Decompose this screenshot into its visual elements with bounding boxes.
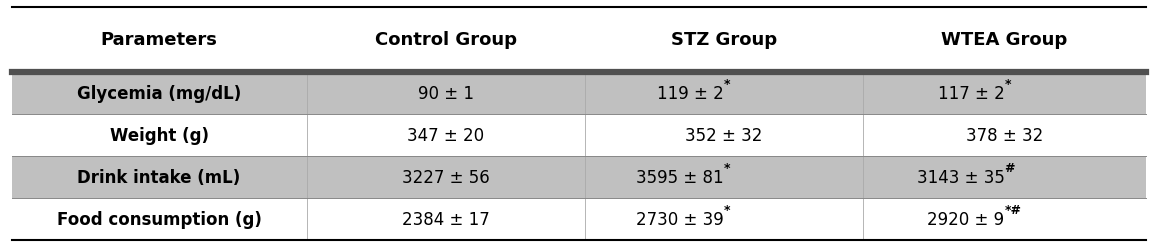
Text: 2384 ± 17: 2384 ± 17 — [402, 210, 490, 228]
Text: Parameters: Parameters — [101, 31, 218, 49]
Text: 3227 ± 56: 3227 ± 56 — [402, 168, 490, 186]
Text: 3143 ± 35: 3143 ± 35 — [917, 168, 1004, 186]
Bar — [12, 198, 1146, 240]
Text: 352 ± 32: 352 ± 32 — [686, 126, 762, 144]
Text: 378 ± 32: 378 ± 32 — [966, 126, 1043, 144]
Text: Drink intake (mL): Drink intake (mL) — [78, 168, 241, 186]
Bar — [12, 114, 1146, 156]
Bar — [12, 72, 1146, 114]
Text: 3595 ± 81: 3595 ± 81 — [636, 168, 724, 186]
Text: WTEA Group: WTEA Group — [941, 31, 1068, 49]
Text: 117 ± 2: 117 ± 2 — [938, 84, 1004, 102]
Text: *: * — [1004, 78, 1011, 91]
Text: 347 ± 20: 347 ± 20 — [408, 126, 484, 144]
Text: 119 ± 2: 119 ± 2 — [657, 84, 724, 102]
Text: 2920 ± 9: 2920 ± 9 — [928, 210, 1004, 228]
Text: 90 ± 1: 90 ± 1 — [418, 84, 474, 102]
Bar — [12, 156, 1146, 198]
Text: Weight (g): Weight (g) — [110, 126, 208, 144]
Text: Glycemia (mg/dL): Glycemia (mg/dL) — [76, 84, 241, 102]
Text: *: * — [724, 204, 731, 216]
Text: Food consumption (g): Food consumption (g) — [57, 210, 262, 228]
Text: *: * — [724, 162, 731, 174]
Text: *#: *# — [1004, 204, 1021, 216]
Text: #: # — [1004, 162, 1016, 174]
Text: Control Group: Control Group — [375, 31, 516, 49]
Text: 2730 ± 39: 2730 ± 39 — [636, 210, 724, 228]
Text: STZ Group: STZ Group — [670, 31, 777, 49]
Bar — [12, 8, 1146, 72]
Text: *: * — [724, 78, 731, 91]
